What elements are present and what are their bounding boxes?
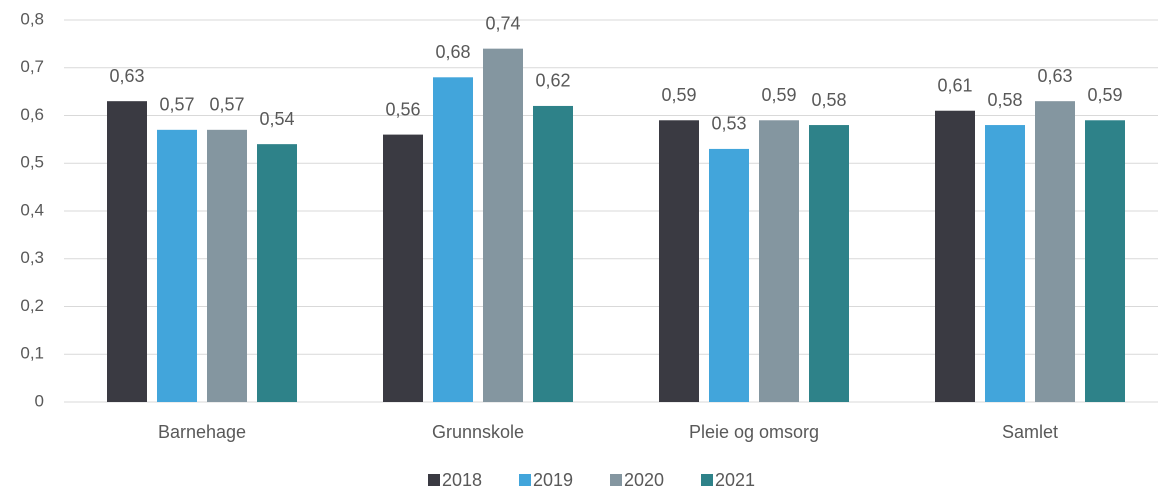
bar bbox=[1085, 120, 1125, 403]
y-tick-label: 0,4 bbox=[20, 200, 44, 219]
legend-swatch bbox=[610, 474, 622, 486]
legend-swatch bbox=[519, 474, 531, 486]
data-label: 0,57 bbox=[159, 95, 194, 115]
data-label: 0,62 bbox=[535, 71, 570, 91]
bar bbox=[207, 129, 247, 402]
data-label: 0,56 bbox=[385, 99, 420, 119]
y-tick-label: 0,5 bbox=[20, 153, 44, 172]
y-tick-label: 0,8 bbox=[20, 9, 44, 28]
x-tick-label: Pleie og omsorg bbox=[689, 422, 819, 442]
data-label: 0,59 bbox=[761, 85, 796, 105]
data-label: 0,74 bbox=[485, 13, 520, 33]
bar bbox=[257, 144, 297, 402]
bar bbox=[709, 148, 749, 402]
legend-swatch bbox=[428, 474, 440, 486]
bar bbox=[1035, 101, 1075, 403]
data-label: 0,53 bbox=[711, 114, 746, 134]
data-label: 0,54 bbox=[259, 109, 294, 129]
legend-label: 2019 bbox=[533, 470, 573, 490]
data-label: 0,58 bbox=[811, 90, 846, 110]
y-tick-label: 0,6 bbox=[20, 105, 44, 124]
data-label: 0,61 bbox=[937, 75, 972, 95]
x-tick-label: Barnehage bbox=[158, 422, 246, 442]
y-tick-label: 0,3 bbox=[20, 248, 44, 267]
bar bbox=[985, 125, 1025, 403]
data-label: 0,57 bbox=[209, 95, 244, 115]
y-tick-label: 0 bbox=[35, 391, 44, 410]
y-tick-label: 0,7 bbox=[20, 57, 44, 76]
data-label: 0,59 bbox=[1087, 85, 1122, 105]
bar bbox=[809, 125, 849, 403]
bar bbox=[383, 134, 423, 402]
data-label: 0,68 bbox=[435, 42, 470, 62]
x-tick-label: Grunnskole bbox=[432, 422, 524, 442]
bar bbox=[157, 129, 197, 402]
bar bbox=[659, 120, 699, 403]
data-label: 0,58 bbox=[987, 90, 1022, 110]
y-tick-label: 0,2 bbox=[20, 296, 44, 315]
legend-label: 2021 bbox=[715, 470, 755, 490]
data-label: 0,63 bbox=[109, 66, 144, 86]
legend-swatch bbox=[701, 474, 713, 486]
bar bbox=[433, 77, 473, 403]
bar bbox=[107, 101, 147, 403]
bar bbox=[935, 110, 975, 402]
x-tick-label: Samlet bbox=[1002, 422, 1058, 442]
data-label: 0,59 bbox=[661, 85, 696, 105]
data-label: 0,63 bbox=[1037, 66, 1072, 86]
y-tick-label: 0,1 bbox=[20, 344, 44, 363]
bar bbox=[483, 48, 523, 403]
legend-label: 2018 bbox=[442, 470, 482, 490]
legend-label: 2020 bbox=[624, 470, 664, 490]
bar bbox=[533, 105, 573, 402]
bar bbox=[759, 120, 799, 403]
